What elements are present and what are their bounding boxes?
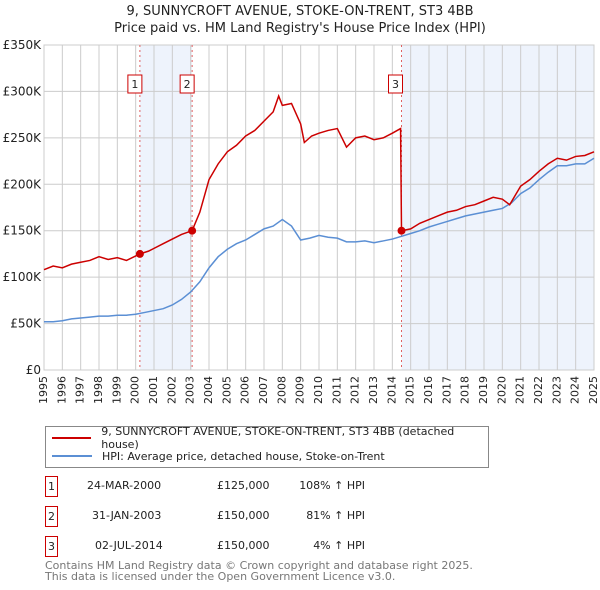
x-tick-label: 2012 xyxy=(349,376,362,404)
sale-label: 2 xyxy=(184,78,191,91)
sale-date: 24-MAR-2000 xyxy=(87,479,162,492)
legend-label: 9, SUNNYCROFT AVENUE, STOKE-ON-TRENT, ST… xyxy=(101,425,455,451)
sale-marker-badge: 3 xyxy=(45,536,58,557)
y-tick-label: £250K xyxy=(3,131,43,145)
x-tick-label: 2025 xyxy=(587,376,600,404)
x-tick-label: 2020 xyxy=(495,376,508,404)
sale-date: 02-JUL-2014 xyxy=(95,539,163,552)
x-tick-label: 2016 xyxy=(422,376,435,404)
sale-point xyxy=(188,226,197,235)
x-tick-label: 2006 xyxy=(239,376,252,404)
sale-row: 3 02-JUL-2014 £150,000 4% ↑ HPI xyxy=(45,536,445,558)
sale-label: 3 xyxy=(392,78,399,91)
y-tick-label: £0 xyxy=(26,363,41,377)
sale-marker-badge: 2 xyxy=(45,506,58,527)
x-tick-label: 1999 xyxy=(110,376,123,404)
x-tick-label: 2015 xyxy=(404,376,417,404)
plot-border xyxy=(43,44,595,371)
x-tick-label: 2017 xyxy=(440,376,453,404)
sale-price: £150,000 xyxy=(217,539,270,552)
shaded-range xyxy=(401,45,594,370)
x-tick-label: 2003 xyxy=(184,376,197,404)
x-tick-label: 2024 xyxy=(569,376,582,404)
x-tick-label: 1997 xyxy=(74,376,87,404)
y-tick-label: £150K xyxy=(3,224,43,238)
x-tick-label: 2000 xyxy=(129,376,142,404)
footer-licence: This data is licensed under the Open Gov… xyxy=(45,570,396,583)
legend-item-property: 9, SUNNYCROFT AVENUE, STOKE-ON-TRENT, ST… xyxy=(52,425,488,451)
sale-hpi: 108% ↑ HPI xyxy=(299,479,365,492)
x-tick-label: 2001 xyxy=(147,376,160,404)
footer: Contains HM Land Registry data © Crown c… xyxy=(45,560,473,582)
sale-label-box xyxy=(127,74,143,94)
sale-price: £150,000 xyxy=(217,509,270,522)
sale-date: 31-JAN-2003 xyxy=(92,509,162,522)
hpi-line xyxy=(44,157,595,323)
y-tick-label: £200K xyxy=(3,177,43,191)
sale-label: 1 xyxy=(131,78,138,91)
x-tick-label: 2007 xyxy=(257,376,270,404)
legend: 9, SUNNYCROFT AVENUE, STOKE-ON-TRENT, ST… xyxy=(45,425,489,468)
x-tick-label: 1996 xyxy=(55,376,68,404)
shaded-range xyxy=(139,45,193,370)
y-tick-label: £100K xyxy=(3,270,43,284)
y-tick-label: £300K xyxy=(3,84,43,98)
x-tick-label: 2005 xyxy=(220,376,233,404)
legend-label: HPI: Average price, detached house, Stok… xyxy=(102,449,385,463)
sale-point xyxy=(397,226,406,235)
property-price-line xyxy=(43,93,595,271)
footer-copyright: Contains HM Land Registry data © Crown c… xyxy=(45,559,473,572)
x-tick-label: 2013 xyxy=(367,376,380,404)
sale-row: 2 31-JAN-2003 £150,000 81% ↑ HPI xyxy=(45,506,445,528)
x-tick-label: 2002 xyxy=(165,376,178,404)
x-tick-label: 2011 xyxy=(330,376,343,404)
legend-item-hpi: HPI: Average price, detached house, Stok… xyxy=(52,448,385,464)
sale-point xyxy=(135,249,144,258)
y-tick-label: £350K xyxy=(3,38,43,52)
sale-label-box xyxy=(179,74,195,94)
sale-label-box xyxy=(388,74,403,94)
chart-title: 9, SUNNYCROFT AVENUE, STOKE-ON-TRENT, ST… xyxy=(126,4,474,19)
chart-subtitle: Price paid vs. HM Land Registry's House … xyxy=(114,21,486,36)
x-tick-label: 1998 xyxy=(92,376,105,404)
x-tick-label: 2019 xyxy=(477,376,490,404)
legend-swatch-blue xyxy=(52,455,92,457)
sale-marker-badge: 1 xyxy=(45,476,58,497)
legend-swatch-red xyxy=(52,437,92,439)
x-tick-label: 2004 xyxy=(202,376,215,404)
x-tick-label: 2008 xyxy=(275,376,288,404)
x-tick-label: 2022 xyxy=(532,376,545,404)
sale-hpi: 81% ↑ HPI xyxy=(306,509,365,522)
x-tick-label: 2009 xyxy=(294,376,307,404)
x-tick-label: 2014 xyxy=(385,376,398,404)
sale-price: £125,000 xyxy=(217,479,270,492)
sale-hpi: 4% ↑ HPI xyxy=(313,539,365,552)
sale-row: 1 24-MAR-2000 £125,000 108% ↑ HPI xyxy=(45,476,445,498)
x-tick-label: 2018 xyxy=(459,376,472,404)
x-tick-label: 2021 xyxy=(514,376,527,404)
y-tick-label: £50K xyxy=(10,317,42,331)
x-tick-label: 2010 xyxy=(312,376,325,404)
x-tick-label: 1995 xyxy=(37,376,50,404)
x-tick-label: 2023 xyxy=(550,376,563,404)
plot-area: 1995 1996 1997 1998 1999 2000 2001 2002 2003 2004… xyxy=(3,38,600,404)
